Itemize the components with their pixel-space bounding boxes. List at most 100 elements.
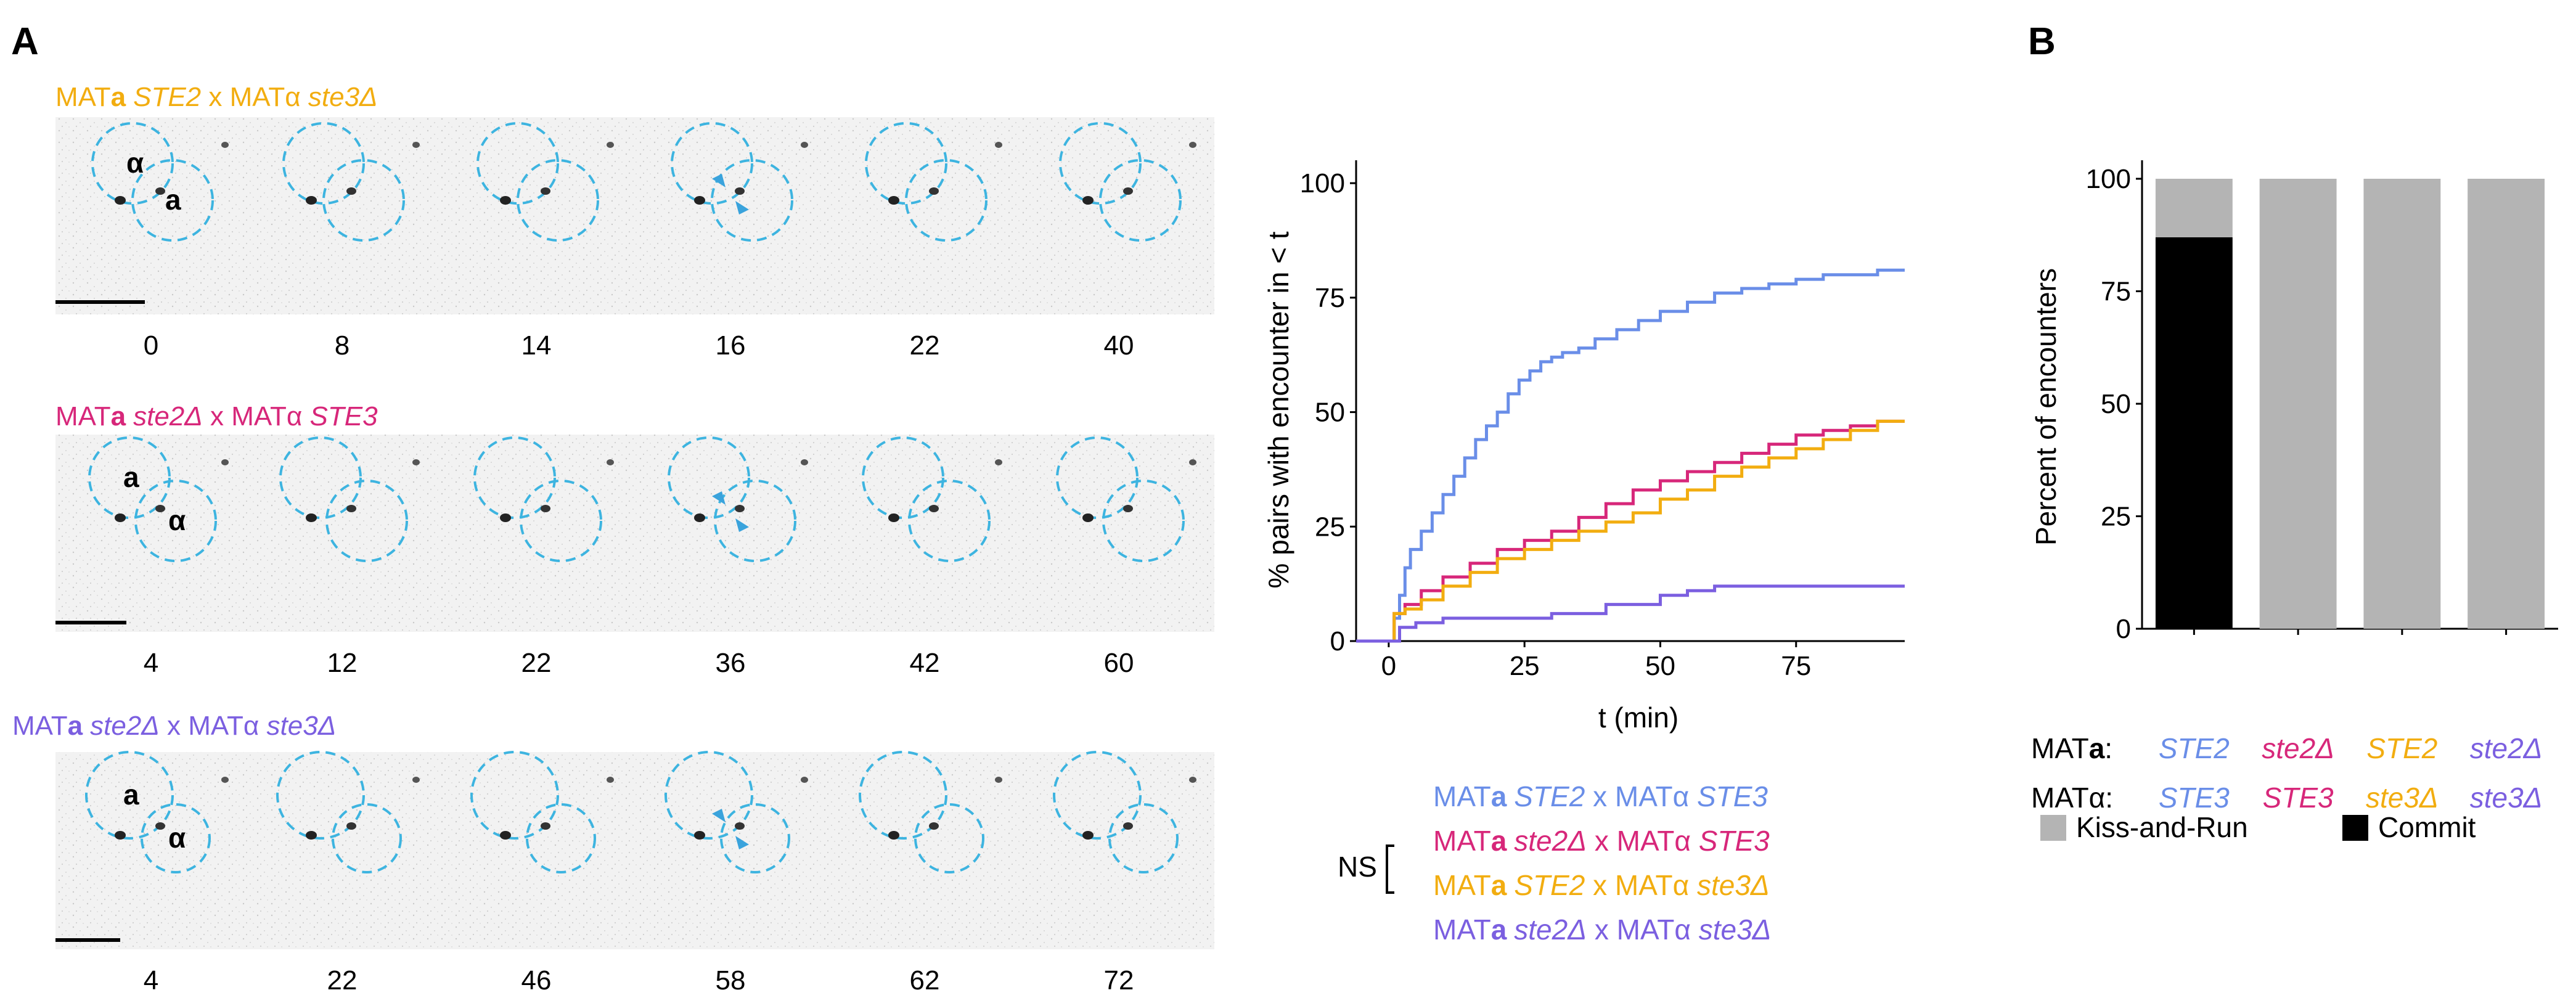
micrograph-strip (55, 435, 1214, 632)
matalpha-gene-label: STE3 (2159, 782, 2230, 814)
fluorescent-spot (346, 505, 356, 512)
cell-label: α (126, 147, 144, 179)
series-line-2 (1356, 419, 1905, 643)
row-title: MATa STE2 x MATα ste3Δ (55, 82, 378, 112)
mata-gene-label: ste2Δ (2262, 732, 2334, 764)
encounter-outcome-chart: Percent of encounters 0 25 50 75 100 (2030, 160, 2558, 644)
fluorescent-spot (155, 505, 165, 512)
cell-outline (517, 159, 599, 242)
y-tick-label: 75 (2101, 277, 2131, 307)
mata-gene-label: STE2 (2159, 732, 2230, 764)
cell-outline (1059, 122, 1142, 205)
row-title: MATa ste2Δ x MATα STE3 (55, 401, 378, 431)
fluorescent-spot (995, 142, 1002, 148)
fluorescent-spot (694, 513, 705, 522)
fluorescent-spot (801, 459, 808, 465)
time-label: 40 (1104, 330, 1134, 361)
fluorescent-spot (1082, 513, 1094, 522)
fluorescent-spot (607, 142, 614, 148)
fluorescent-spot (888, 196, 899, 205)
fluorescent-spot (221, 459, 229, 465)
y-axis-label: % pairs with encounter in < t (1262, 231, 1294, 588)
bar-kiss-and-run (2468, 179, 2545, 629)
fluorescent-spot (607, 777, 614, 783)
fluorescent-spot (888, 831, 899, 840)
timelapse-row-2: MATa ste2Δ x MATα STE3 aα 4 12 22 36 42 60 (55, 401, 1214, 678)
fluorescent-spot (1123, 505, 1133, 512)
fluorescent-spot (929, 505, 939, 512)
row-title-mat: MAT (12, 711, 68, 741)
series-line-1 (1356, 268, 1905, 643)
row-title-mid: x MATα (201, 82, 308, 112)
fluorescent-spot (115, 513, 126, 522)
arrowhead-icon (712, 174, 726, 187)
fluorescent-spot (888, 513, 899, 522)
fluorescent-spot (500, 513, 511, 522)
row-title-mat: MAT (55, 401, 111, 431)
time-label: 12 (327, 648, 358, 678)
arrowhead-icon (712, 809, 726, 822)
cell-outline (865, 122, 947, 205)
fluorescent-spot (694, 831, 705, 840)
cell-label: a (123, 779, 139, 811)
time-label: 4 (144, 648, 158, 678)
cell-outline (1056, 436, 1139, 519)
fluorescent-spot (306, 513, 317, 522)
row-title-gene1: STE2 (133, 82, 201, 112)
row-title-gene1: ste2Δ (133, 401, 203, 431)
line-chart-legend: MATa STE2 x MATα STE3 MATa ste2Δ x MATα STE… (1433, 780, 1772, 946)
fluorescent-spot (500, 831, 511, 840)
y-tick-label: 75 (1315, 283, 1345, 313)
fluorescent-spot (115, 196, 126, 205)
fluorescent-spot (1082, 831, 1094, 840)
fluorescent-spot (1189, 142, 1196, 148)
fluorescent-spot (221, 142, 229, 148)
encounter-cumulative-chart: % pairs with encounter in < t t (min) 0 2… (1262, 160, 1905, 734)
time-label: 22 (327, 965, 358, 996)
cell-outline (908, 480, 991, 562)
cell-outline (470, 751, 559, 840)
fluorescent-spot (155, 187, 165, 195)
cell-outline (131, 159, 214, 242)
fluorescent-spot (541, 187, 550, 195)
cell-outline (279, 436, 362, 519)
time-label: 0 (144, 330, 158, 361)
legend-swatch (2040, 815, 2066, 841)
cell-outline (476, 122, 559, 205)
time-label: 16 (716, 330, 746, 361)
timelapse-row-1: MATa STE2 x MATα ste3Δ αa 0 8 14 16 22 40 (55, 82, 1214, 361)
arrowhead-icon (712, 491, 726, 505)
cell-outline (88, 436, 171, 519)
cell-outline (668, 436, 750, 519)
row-title-a: a (111, 82, 126, 112)
fluorescent-spot (306, 196, 317, 205)
y-tick-label: 25 (1315, 512, 1345, 542)
cell-outline (905, 159, 987, 242)
fluorescent-spot (412, 777, 420, 783)
matalpha-gene-label: ste3Δ (2366, 782, 2439, 814)
cell-label: α (168, 822, 186, 854)
bar-commit (2155, 237, 2233, 629)
cell-label: a (123, 461, 139, 493)
fluorescent-spot (306, 831, 317, 840)
micrograph-strip (55, 117, 1214, 314)
fluorescent-spot (1189, 459, 1196, 465)
fluorescent-spot (801, 777, 808, 783)
x-tick-label: 75 (1781, 651, 1811, 681)
time-label: 36 (716, 648, 746, 678)
cell-outline (862, 436, 944, 519)
genotype-legend: MATa: MATα: STE2 ste2Δ STE2 ste2Δ STE3 STE3 st… (2031, 732, 2543, 843)
time-label: 22 (521, 648, 552, 678)
ns-bracket (1386, 844, 1394, 894)
cell-outline (520, 480, 602, 562)
bar-kiss-and-run (2363, 179, 2441, 629)
cell-outline (1099, 159, 1182, 242)
fluorescent-spot (500, 196, 511, 205)
fluorescent-spot (735, 505, 745, 512)
row-title-gene2: STE3 (310, 401, 378, 431)
cell-outline (473, 436, 556, 519)
cell-outline (91, 122, 174, 205)
row-title-gene2: ste3Δ (308, 82, 378, 112)
row-title-mat: MAT (55, 82, 111, 112)
